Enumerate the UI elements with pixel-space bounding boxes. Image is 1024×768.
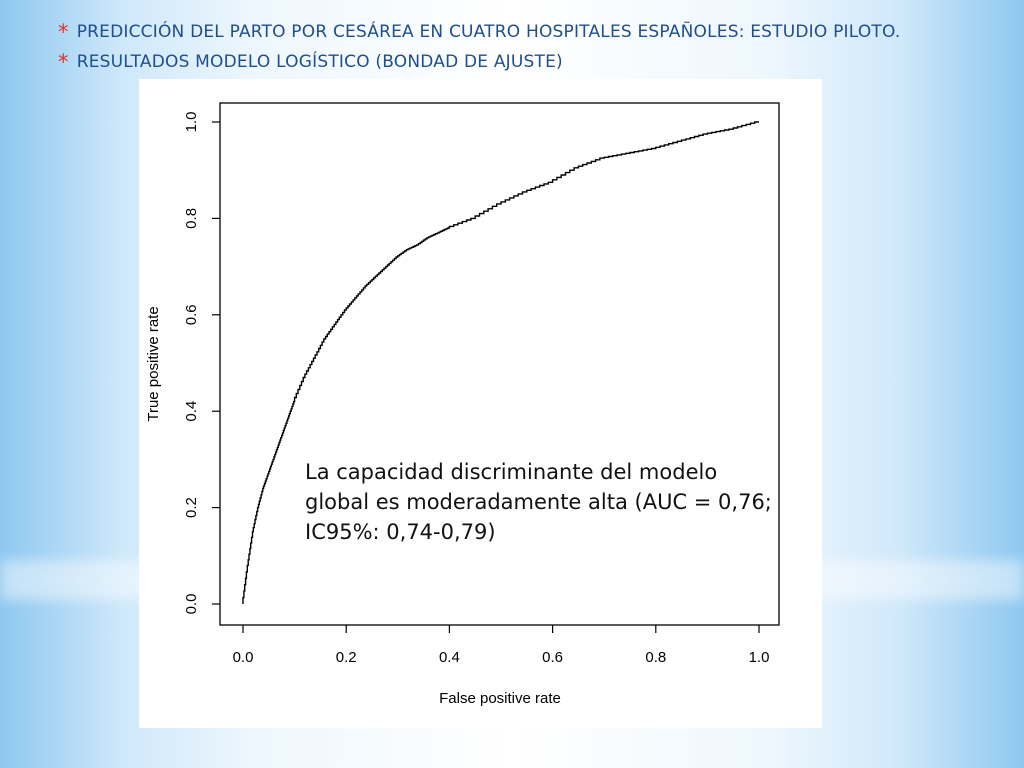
y-axis: 0.0 0.2 0.4 0.6 0.8 1.0	[183, 112, 220, 615]
y-tick-label: 1.0	[183, 112, 200, 133]
bullet-star-icon: *	[58, 50, 69, 74]
plot-frame	[219, 102, 780, 626]
x-axis-label: False positive rate	[439, 690, 561, 707]
x-tick-label: 0.8	[645, 649, 666, 666]
y-tick-label: 0.6	[183, 304, 200, 325]
auc-callout-text: La capacidad discriminante del modelo gl…	[305, 460, 772, 544]
y-tick-label: 0.4	[183, 401, 200, 422]
y-tick-label: 0.8	[183, 208, 200, 229]
y-tick-label: 0.2	[183, 497, 200, 518]
slide-title-line-1: * PREDICCIÓN DEL PARTO POR CESÁREA EN CUA…	[58, 20, 900, 44]
roc-curve-line	[242, 121, 759, 604]
x-tick-label: 0.4	[439, 649, 460, 666]
y-tick-label: 0.0	[183, 594, 200, 615]
x-tick-label: 0.2	[336, 649, 357, 666]
roc-chart-panel: 0.0 0.2 0.4 0.6 0.8 1.0 0.0 0.2 0.4 0.6 0.8 1.0 Fa…	[139, 79, 822, 728]
x-tick-label: 0.6	[542, 649, 563, 666]
slide-subtitle-text: RESULTADOS MODELO LOGÍSTICO (BONDAD DE A…	[76, 52, 563, 72]
x-tick-label: 1.0	[749, 649, 770, 666]
x-axis: 0.0 0.2 0.4 0.6 0.8 1.0	[233, 625, 770, 666]
y-axis-label: True positive rate	[145, 306, 162, 421]
bullet-star-icon: *	[58, 20, 69, 44]
slide-title-text: PREDICCIÓN DEL PARTO POR CESÁREA EN CUAT…	[76, 22, 901, 42]
x-tick-label: 0.0	[233, 649, 254, 666]
slide-title-line-2: * RESULTADOS MODELO LOGÍSTICO (BONDAD DE …	[58, 50, 563, 74]
roc-chart: 0.0 0.2 0.4 0.6 0.8 1.0 0.0 0.2 0.4 0.6 0.8 1.0 Fa…	[145, 102, 780, 707]
